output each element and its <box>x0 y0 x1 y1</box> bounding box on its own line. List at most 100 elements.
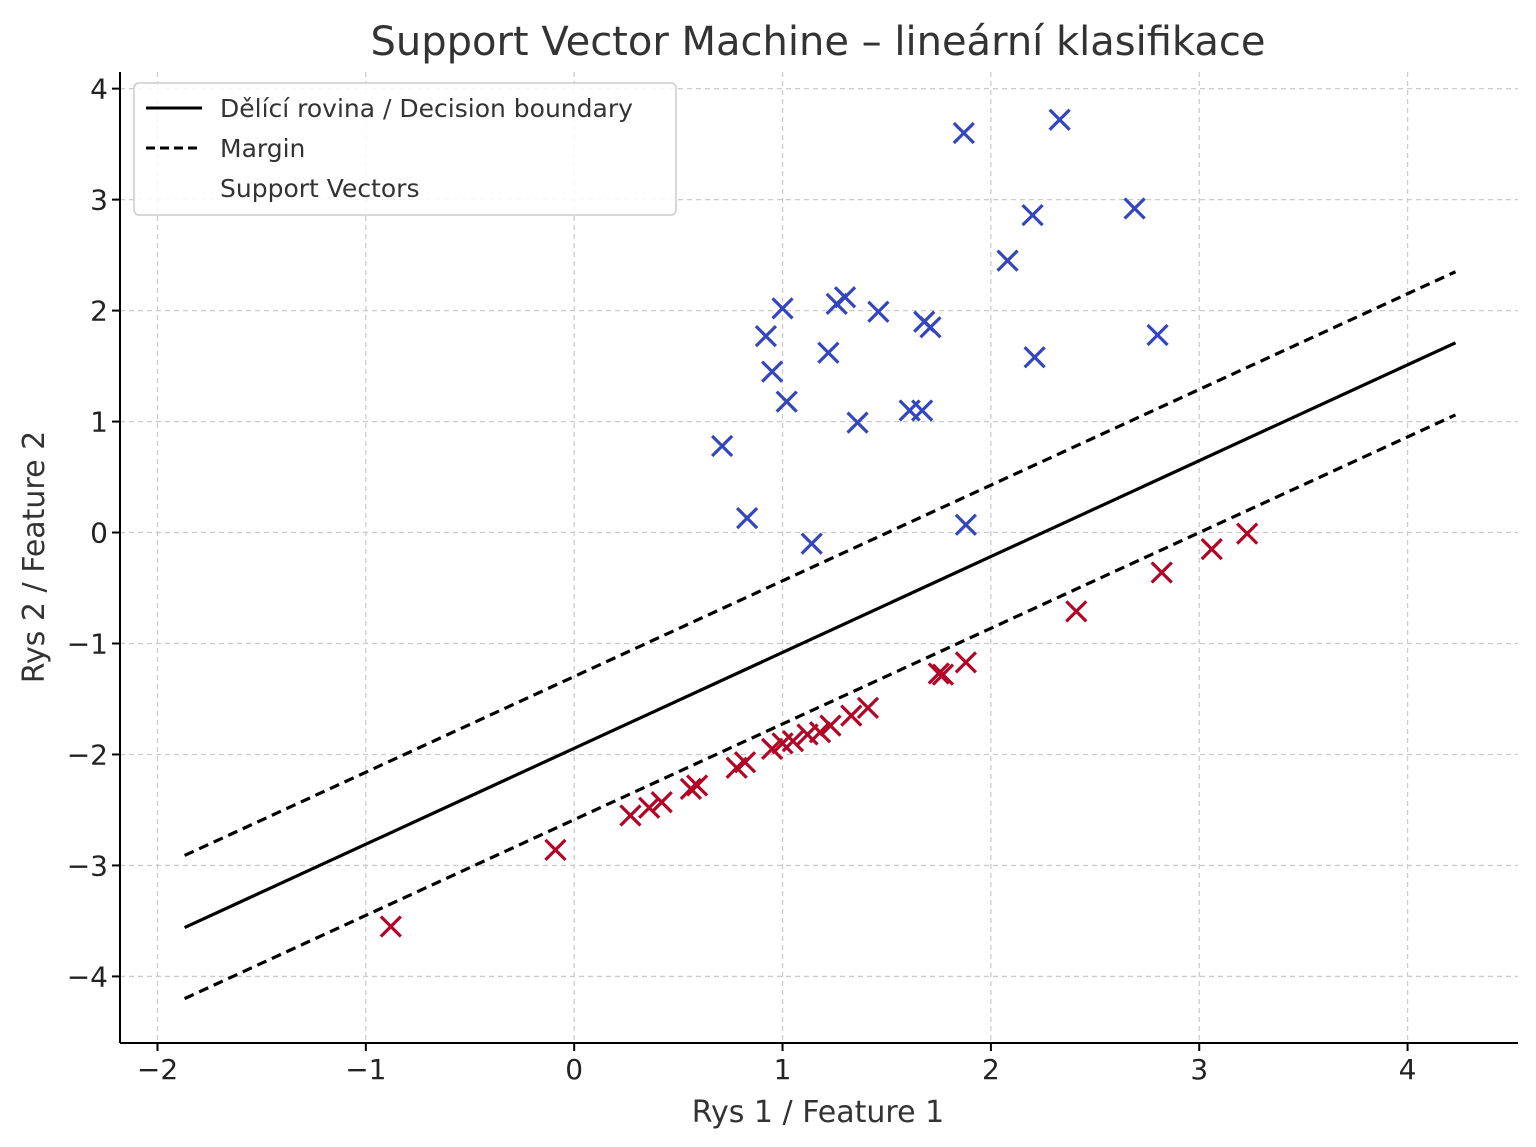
x-marker-stroke <box>725 756 748 779</box>
x-marker-stroke <box>685 774 709 797</box>
data-point-class-b <box>1236 522 1259 545</box>
data-point-class-b <box>927 662 950 685</box>
x-marker-stroke <box>735 506 759 530</box>
x-marker-stroke <box>1021 204 1044 227</box>
y-tick-label: −2 <box>67 738 108 771</box>
data-point-class-a <box>1048 108 1071 131</box>
x-marker-stroke <box>379 915 402 938</box>
legend: Dělící rovina / Decision boundary Margin… <box>133 82 677 216</box>
x-marker-stroke <box>996 249 1019 272</box>
x-marker-stroke <box>817 341 840 364</box>
x-marker-stroke <box>1200 538 1223 561</box>
x-marker-stroke <box>1123 197 1146 220</box>
x-tick-label: 1 <box>774 1053 792 1086</box>
x-marker-stroke <box>1146 323 1169 347</box>
x-marker-stroke <box>1236 522 1259 545</box>
data-point-class-a <box>919 316 942 339</box>
x-marker-stroke <box>760 360 784 383</box>
data-point-class-a <box>910 399 934 422</box>
x-marker-stroke <box>679 777 702 801</box>
x-marker-stroke <box>931 663 955 686</box>
y-tick-label: 4 <box>90 73 108 106</box>
y-tick-label: 2 <box>90 295 108 328</box>
decision-boundary-line <box>183 341 1457 930</box>
y-tick-label: 3 <box>90 184 108 217</box>
x-axis-label: Rys 1 / Feature 1 <box>692 1095 944 1130</box>
data-point-class-a <box>867 300 890 323</box>
y-tick-label: 1 <box>90 406 108 439</box>
data-point-class-b <box>679 777 702 801</box>
x-tick-label: 2 <box>982 1053 1000 1086</box>
y-axis-label: Rys 2 / Feature 2 <box>17 431 52 683</box>
data-point-class-b <box>1200 538 1223 561</box>
data-point-class-b <box>544 838 567 862</box>
x-marker-stroke <box>1048 108 1071 131</box>
data-point-class-a <box>1146 323 1169 347</box>
data-point-class-b <box>856 696 880 719</box>
data-point-class-b <box>1150 561 1173 584</box>
x-marker-stroke <box>927 662 950 685</box>
data-point-class-a <box>800 532 823 555</box>
x-tick-label: 3 <box>1190 1053 1208 1086</box>
data-point-class-a <box>771 297 794 320</box>
data-point-class-a <box>710 434 734 458</box>
data-point-class-b <box>619 804 642 827</box>
x-marker-stroke <box>867 300 890 323</box>
x-marker-stroke <box>796 723 819 746</box>
data-point-class-a <box>775 390 798 413</box>
data-point-class-a <box>1123 197 1146 220</box>
x-marker-stroke <box>910 399 934 422</box>
x-marker-stroke <box>775 390 798 413</box>
x-tick-label: 0 <box>565 1053 583 1086</box>
data-point-class-a <box>954 513 978 536</box>
x-tick-label: −2 <box>137 1053 178 1086</box>
x-marker-stroke <box>1023 346 1046 369</box>
margin-line <box>183 413 1457 1001</box>
data-point-class-b <box>760 737 784 761</box>
data-point-class-b <box>796 723 819 746</box>
data-point-class-b <box>685 774 709 797</box>
x-marker-stroke <box>544 838 567 862</box>
x-marker-stroke <box>954 513 978 536</box>
legend-entry-decision-boundary: Dělící rovina / Decision boundary <box>220 94 633 123</box>
data-point-class-b <box>1065 600 1088 623</box>
x-marker-stroke <box>954 651 978 674</box>
x-tick-label: 4 <box>1399 1053 1417 1086</box>
x-marker-stroke <box>710 434 734 458</box>
data-point-class-b <box>954 651 978 674</box>
axis-ticks: −2 −1 0 1 2 3 4 −4 −3 −2 −1 0 1 2 3 4 <box>67 73 1417 1086</box>
x-marker-stroke <box>1065 600 1088 623</box>
y-tick-label: 0 <box>90 517 108 550</box>
x-marker-stroke <box>638 796 661 819</box>
data-point-class-a <box>735 506 759 530</box>
data-point-class-a <box>760 360 784 383</box>
y-tick-label: −1 <box>67 628 108 661</box>
legend-box <box>133 82 677 216</box>
data-point-class-a <box>833 286 857 309</box>
x-marker-stroke <box>952 121 975 145</box>
data-point-class-b <box>931 663 955 686</box>
x-marker-stroke <box>771 297 794 320</box>
decision-lines <box>183 270 1457 1001</box>
y-tick-label: −3 <box>67 849 108 882</box>
data-point-class-a <box>1023 346 1046 369</box>
x-marker-stroke <box>771 732 794 755</box>
legend-entry-margin: Margin <box>220 134 305 163</box>
data-point-class-b <box>840 704 863 727</box>
grid <box>120 72 1518 1043</box>
chart-title: Support Vector Machine – lineární klasif… <box>370 19 1265 65</box>
data-point-class-b <box>725 756 748 779</box>
data-point-class-b <box>819 714 842 737</box>
x-marker-stroke <box>846 411 869 434</box>
x-marker-stroke <box>760 737 784 761</box>
x-marker-stroke <box>800 532 823 555</box>
x-marker-stroke <box>1150 561 1173 584</box>
data-point-class-b <box>771 732 794 755</box>
x-marker-stroke <box>919 316 942 339</box>
x-marker-stroke <box>819 714 842 737</box>
data-point-class-a <box>996 249 1019 272</box>
data-point-class-a <box>817 341 840 364</box>
legend-entry-support-vectors: Support Vectors <box>220 174 419 203</box>
x-marker-stroke <box>840 704 863 727</box>
